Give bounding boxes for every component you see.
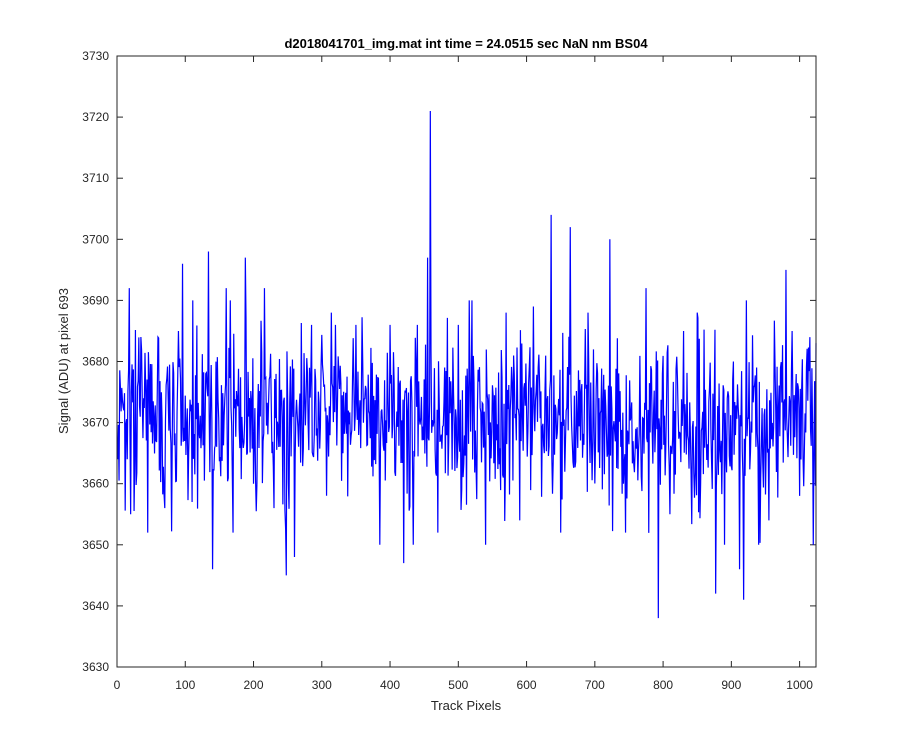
signal-series-line [117, 110, 817, 619]
x-tick-label: 0 [114, 678, 121, 692]
y-tick-label: 3630 [82, 660, 109, 674]
y-tick-label: 3690 [82, 293, 109, 307]
x-tick-label: 900 [721, 678, 741, 692]
plot-area: 0 100 200 300 400 500 600 700 800 900 1000 3630 364… [82, 49, 817, 692]
x-tick-label: 400 [380, 678, 400, 692]
x-axis-label: Track Pixels [431, 698, 502, 713]
y-tick-label: 3660 [82, 477, 109, 491]
y-tick-label: 3720 [82, 110, 109, 124]
x-tick-label: 100 [175, 678, 195, 692]
y-tick-label: 3680 [82, 355, 109, 369]
chart-title: d2018041701_img.mat int time = 24.0515 s… [284, 36, 648, 51]
y-tick-label: 3650 [82, 538, 109, 552]
x-tick-label: 700 [585, 678, 605, 692]
y-tick-label: 3700 [82, 232, 109, 246]
y-tick-label: 3710 [82, 171, 109, 185]
y-axis-label: Signal (ADU) at pixel 693 [56, 288, 71, 434]
x-axis: 0 100 200 300 400 500 600 700 800 900 1000 [114, 56, 813, 692]
x-tick-label: 200 [244, 678, 264, 692]
y-tick-label: 3670 [82, 416, 109, 430]
plot-background [117, 56, 816, 667]
x-tick-label: 500 [448, 678, 468, 692]
x-tick-label: 800 [653, 678, 673, 692]
y-axis: 3630 3640 3650 3660 3670 3680 3690 3700 3710 3720… [82, 49, 816, 674]
y-tick-label: 3640 [82, 599, 109, 613]
plot-box [116, 55, 817, 668]
x-tick-label: 1000 [786, 678, 813, 692]
x-tick-label: 300 [312, 678, 332, 692]
y-tick-label: 3730 [82, 49, 109, 63]
x-tick-label: 600 [517, 678, 537, 692]
